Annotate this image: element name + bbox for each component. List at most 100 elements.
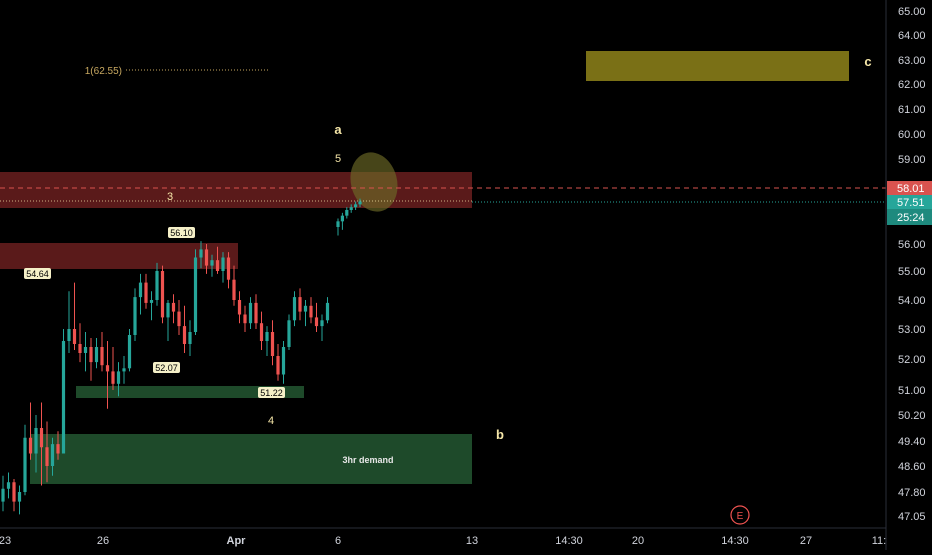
- candle-down: [182, 326, 187, 344]
- wave-label-a: a: [334, 122, 342, 137]
- fib-label: 1(62.55): [85, 66, 122, 77]
- y-tick-label: 63.00: [898, 55, 926, 67]
- wave-label-c: c: [864, 54, 871, 69]
- y-tick-label: 64.00: [898, 30, 926, 42]
- candle-down: [39, 428, 44, 448]
- pivot-label-51-22-text: 51.22: [260, 388, 283, 398]
- y-tick-label: 47.05: [898, 511, 926, 523]
- candle-down: [56, 444, 60, 454]
- candle-down: [254, 302, 258, 324]
- y-tick-label: 47.80: [898, 487, 926, 499]
- pivot-label-56-10-text: 56.10: [170, 228, 193, 238]
- candle-up: [210, 260, 214, 266]
- candle-down: [226, 257, 231, 280]
- x-tick-label: Apr: [227, 535, 247, 547]
- pivot-label-54-64: 54.64: [24, 268, 51, 279]
- candle-up: [349, 207, 353, 210]
- candle-down: [160, 271, 165, 318]
- price-badge-57-51: 57.51: [887, 195, 932, 209]
- demand-zone-3hr: [30, 434, 472, 484]
- wave-label-3: 3: [167, 191, 173, 203]
- candle-up: [116, 371, 121, 384]
- candle-up: [281, 347, 286, 375]
- candle-up: [340, 215, 344, 222]
- candle-up: [292, 297, 297, 321]
- candle-up: [6, 482, 11, 489]
- y-tick-label: 59.00: [898, 154, 926, 166]
- candle-down: [144, 282, 148, 303]
- candle-up: [83, 347, 88, 353]
- earnings-event-marker[interactable]: E: [730, 505, 750, 525]
- x-tick-label: 14:30: [555, 535, 583, 547]
- y-tick-label: 54.00: [898, 295, 926, 307]
- pivot-label-56-10: 56.10: [168, 227, 195, 238]
- y-tick-label: 52.00: [898, 354, 926, 366]
- demand-zone-small: [76, 386, 304, 398]
- supply-zone-upper: [0, 172, 472, 208]
- x-tick-label: 11:: [872, 535, 886, 547]
- candle-down: [276, 356, 280, 375]
- y-tick-label: 61.00: [898, 104, 926, 116]
- candle-up: [34, 428, 38, 454]
- candle-down: [237, 300, 242, 315]
- candle-up: [133, 297, 137, 335]
- y-tick-label: 53.00: [898, 324, 926, 336]
- candle-down: [111, 371, 115, 384]
- candle-down: [12, 482, 16, 502]
- candle-down: [259, 323, 264, 341]
- candle-down: [298, 297, 302, 312]
- candle-up: [122, 368, 126, 372]
- candle-up: [149, 300, 154, 303]
- candle-down: [215, 260, 220, 271]
- candle-up: [336, 221, 340, 227]
- candle-up: [287, 320, 291, 347]
- candle-up: [23, 437, 27, 492]
- candle-up: [1, 488, 5, 502]
- wave-label-5: 5: [335, 153, 341, 165]
- candle-up: [155, 271, 159, 300]
- wave-label-4: 4: [268, 415, 274, 427]
- candle-up: [188, 332, 192, 344]
- x-tick-label: 26: [97, 535, 109, 547]
- candle-down: [232, 279, 236, 300]
- y-tick-label: 55.00: [898, 266, 926, 278]
- y-tick-label: 48.60: [898, 461, 926, 473]
- candle-down: [243, 314, 247, 324]
- candle-up: [354, 204, 358, 208]
- y-tick-label: 62.00: [898, 79, 926, 91]
- candle-up: [320, 320, 324, 327]
- pivot-label-54-64-text: 54.64: [26, 269, 49, 279]
- candle-up: [345, 210, 349, 216]
- y-tick-label: 65.00: [898, 6, 926, 18]
- y-tick-label: 60.00: [898, 129, 926, 141]
- x-tick-label: 23: [0, 535, 11, 547]
- y-axis[interactable]: 65.00 64.00 63.00 62.00 61.00 60.00 59.0…: [898, 6, 926, 523]
- candle-down: [78, 344, 82, 353]
- candle-up: [325, 302, 330, 321]
- candle-up: [193, 257, 198, 332]
- candle-up: [199, 249, 203, 258]
- x-axis[interactable]: 23 26 Apr 6 13 14:30 20 14:30 27 11:: [0, 535, 886, 547]
- pivot-label-52-07-text: 52.07: [155, 363, 178, 373]
- price-badge-58-01: 58.01: [887, 181, 932, 195]
- wave-label-b: b: [496, 427, 504, 442]
- y-tick-label: 50.20: [898, 410, 926, 422]
- candle-up: [67, 329, 71, 341]
- candle-down: [204, 249, 209, 266]
- candle-down: [45, 447, 49, 466]
- candle-up: [265, 332, 269, 341]
- wave-5-target-ellipse: [350, 152, 398, 212]
- candle-up: [94, 347, 99, 363]
- candle-down: [28, 437, 33, 454]
- supply-zone-lower: [0, 243, 238, 269]
- x-tick-label: 14:30: [721, 535, 749, 547]
- y-tick-label: 56.00: [898, 239, 926, 251]
- demand-zone-label: 3hr demand: [342, 455, 393, 465]
- candle-up: [17, 492, 22, 502]
- countdown-badge: 25:24: [887, 209, 932, 225]
- price-badge-57-51-text: 57.51: [897, 197, 925, 209]
- candle-up: [127, 335, 132, 369]
- pivot-label-51-22: 51.22: [258, 387, 285, 398]
